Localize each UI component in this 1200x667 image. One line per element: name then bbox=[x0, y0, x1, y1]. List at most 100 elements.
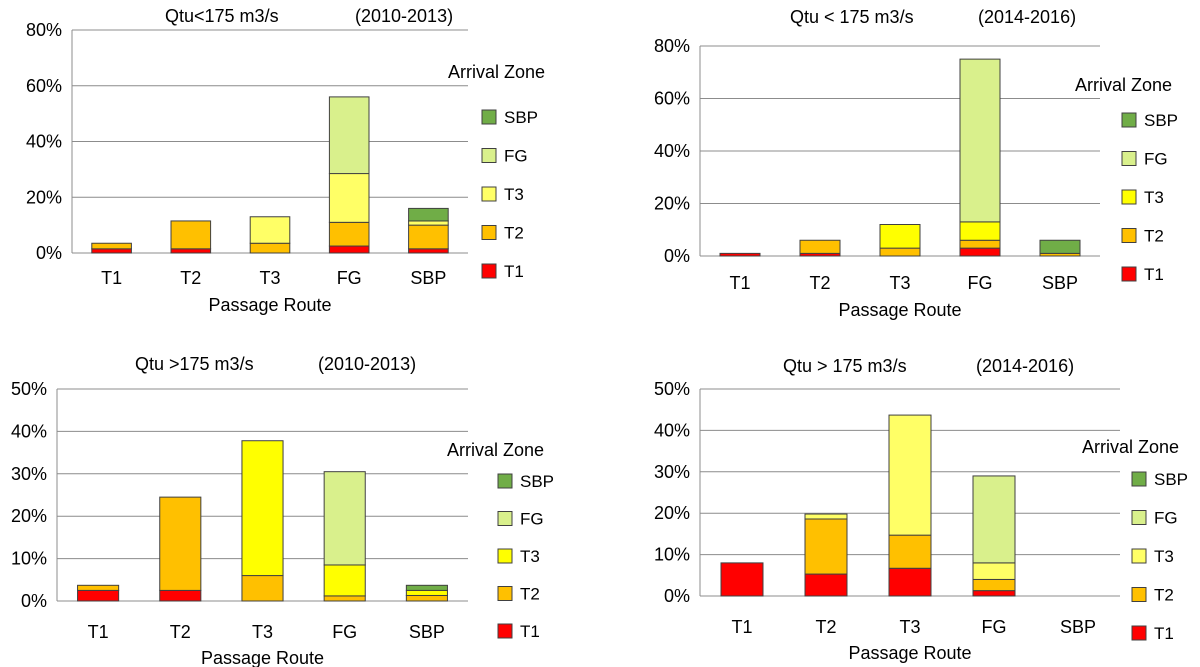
legend-label-t2: T2 bbox=[1144, 227, 1164, 246]
x-axis-label: Passage Route bbox=[838, 300, 961, 320]
chart-period: (2014-2016) bbox=[978, 7, 1076, 27]
chart-period: (2010-2013) bbox=[318, 354, 416, 374]
x-tick-label: T1 bbox=[729, 273, 750, 293]
chart-panel-1: 0% 20% 40% 60% 80% T1 T2 T3 FG SBP Qtu<175 m3/s (20… bbox=[26, 6, 545, 315]
bar-segment-fg-t1 bbox=[972, 590, 1016, 597]
x-tick-label: FG bbox=[332, 622, 357, 642]
bar-segment-fg-t3 bbox=[328, 173, 370, 223]
x-axis-label: Passage Route bbox=[201, 648, 324, 667]
bar-segment-t2-t2 bbox=[159, 496, 202, 591]
bar-segment-t2-t1 bbox=[804, 573, 848, 597]
y-tick-label: 40% bbox=[654, 141, 690, 161]
bar-segment-sbp-t3 bbox=[405, 589, 448, 596]
y-tick-label: 40% bbox=[11, 421, 47, 441]
y-tick-label: 0% bbox=[664, 586, 690, 606]
bar-segment-sbp-sbp bbox=[405, 584, 448, 591]
x-tick-label: SBP bbox=[1042, 273, 1078, 293]
x-tick-label: T2 bbox=[815, 617, 836, 637]
bar-segment-t2-t2 bbox=[799, 239, 841, 254]
y-tick-label: 80% bbox=[26, 20, 62, 40]
x-tick-label: T3 bbox=[889, 273, 910, 293]
bar-segment-fg-fg bbox=[972, 475, 1016, 564]
bar-segment-sbp-t3 bbox=[408, 220, 449, 226]
legend-swatch-sbp bbox=[1131, 471, 1147, 487]
legend-swatch-t1 bbox=[1121, 266, 1137, 282]
legend-swatch-fg bbox=[1131, 510, 1147, 525]
y-tick-label: 0% bbox=[21, 591, 47, 611]
x-tick-label: FG bbox=[982, 617, 1007, 637]
chart-title: Qtu < 175 m3/s bbox=[790, 7, 914, 27]
y-tick-label: 30% bbox=[11, 464, 47, 484]
legend-swatch-t2 bbox=[481, 225, 497, 240]
legend-label-t2: T2 bbox=[1154, 586, 1174, 605]
bar-segment-sbp-t1 bbox=[408, 248, 449, 254]
bar-segment-fg-fg bbox=[323, 471, 366, 566]
legend-label-t1: T1 bbox=[1154, 624, 1174, 643]
bar-segment-fg-t3 bbox=[972, 562, 1016, 580]
bar-segment-fg-t3 bbox=[323, 564, 366, 597]
x-tick-label: T1 bbox=[101, 268, 122, 288]
legend-label-t2: T2 bbox=[520, 585, 540, 604]
bar-segment-fg-fg bbox=[959, 58, 1001, 223]
y-tick-label: 20% bbox=[654, 503, 690, 523]
bar-segment-fg-t3 bbox=[959, 221, 1001, 241]
chart-period: (2010-2013) bbox=[355, 6, 453, 26]
bar-segment-t2-t1 bbox=[159, 589, 202, 602]
x-tick-label: T2 bbox=[180, 268, 201, 288]
legend-label-t1: T1 bbox=[520, 622, 540, 641]
bar-segment-fg-fg bbox=[328, 96, 370, 175]
legend-swatch-sbp bbox=[1121, 112, 1137, 128]
bar-segment-t3-t3 bbox=[241, 440, 284, 577]
legend-label-sbp: SBP bbox=[1154, 470, 1188, 489]
legend-swatch-t1 bbox=[1131, 625, 1147, 641]
legend-title: Arrival Zone bbox=[447, 440, 544, 460]
bar-segment-fg-t2 bbox=[959, 239, 1001, 249]
bar-segment-t3-t2 bbox=[241, 575, 284, 602]
legend-label-sbp: SBP bbox=[504, 108, 538, 127]
bar-segment-t3-t3 bbox=[888, 414, 932, 536]
bar-segment-t3-t2 bbox=[249, 242, 291, 254]
chart-title: Qtu<175 m3/s bbox=[165, 6, 279, 26]
legend-label-sbp: SBP bbox=[520, 472, 554, 491]
bar-segment-t3-t2 bbox=[888, 534, 932, 569]
legend-swatch-t1 bbox=[497, 623, 513, 639]
chart-panel-2: 0% 20% 40% 60% 80% T1 T2 T3 FG SBP Qtu < 175 m3/s (… bbox=[654, 7, 1178, 320]
x-tick-label: FG bbox=[968, 273, 993, 293]
y-tick-label: 50% bbox=[654, 379, 690, 399]
legend-label-fg: FG bbox=[520, 510, 544, 529]
x-tick-label: T2 bbox=[809, 273, 830, 293]
y-tick-label: 20% bbox=[11, 506, 47, 526]
y-tick-label: 0% bbox=[664, 246, 690, 266]
x-tick-label: SBP bbox=[1060, 617, 1096, 637]
x-tick-label: T2 bbox=[170, 622, 191, 642]
bar-segment-t3-t3 bbox=[249, 216, 291, 244]
bar-segment-t2-t2 bbox=[804, 518, 848, 575]
bar-segment-t2-t1 bbox=[170, 248, 212, 254]
y-tick-label: 80% bbox=[654, 36, 690, 56]
legend-label-t3: T3 bbox=[504, 185, 524, 204]
legend-label-fg: FG bbox=[504, 147, 528, 166]
y-tick-label: 30% bbox=[654, 462, 690, 482]
legend-label-sbp: SBP bbox=[1144, 111, 1178, 130]
legend-label-t1: T1 bbox=[1144, 265, 1164, 284]
legend-swatch-fg bbox=[1121, 151, 1137, 166]
x-tick-label: SBP bbox=[409, 622, 445, 642]
bar-segment-t2-t3 bbox=[804, 513, 848, 520]
x-axis-label: Passage Route bbox=[208, 295, 331, 315]
bar-segment-t3-t3 bbox=[879, 224, 921, 249]
legend-swatch-t3 bbox=[1131, 548, 1147, 564]
bar-segment-sbp-t2 bbox=[408, 224, 449, 250]
y-tick-label: 60% bbox=[26, 76, 62, 96]
legend-swatch-t3 bbox=[481, 186, 497, 202]
legend-label-fg: FG bbox=[1154, 509, 1178, 528]
bar-segment-t1-t2 bbox=[77, 584, 120, 591]
bar-segment-t2-t2 bbox=[170, 220, 212, 250]
x-tick-label: T3 bbox=[252, 622, 273, 642]
bar-segment-t3-t2 bbox=[879, 247, 921, 257]
chart-panel-4: 0% 10% 20% 30% 40% 50% T1 T2 T3 FG SBP Qtu > 175 m3… bbox=[654, 356, 1188, 663]
bar-segment-t3-t1 bbox=[888, 567, 932, 597]
y-tick-label: 60% bbox=[654, 89, 690, 109]
y-tick-label: 0% bbox=[36, 243, 62, 263]
legend-label-t3: T3 bbox=[520, 547, 540, 566]
